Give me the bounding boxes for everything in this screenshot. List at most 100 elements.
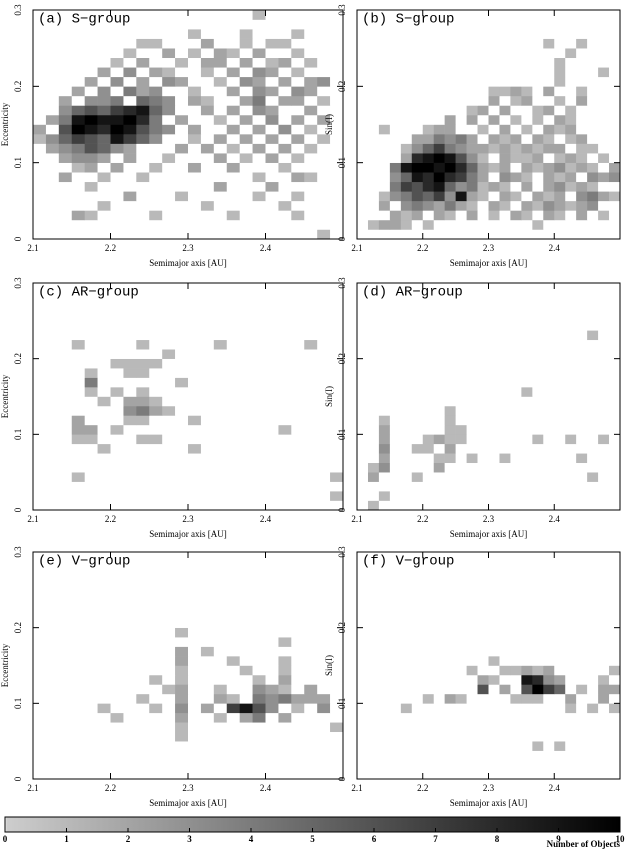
cell: [213, 741, 228, 751]
cell: [455, 349, 467, 359]
cell: [378, 760, 391, 770]
cell: [162, 703, 176, 714]
cell: [543, 750, 555, 761]
cell: [188, 405, 202, 416]
cell: [226, 86, 240, 97]
cell: [609, 86, 621, 97]
cell: [598, 210, 610, 221]
cell: [532, 76, 544, 87]
cell: [510, 162, 522, 173]
cell: [455, 368, 467, 378]
cell: [565, 684, 577, 695]
cell: [162, 283, 176, 293]
cell: [587, 10, 599, 20]
cell: [609, 200, 621, 211]
cell: [477, 703, 489, 714]
cell: [200, 637, 215, 647]
cell: [45, 311, 60, 322]
cell: [304, 86, 318, 97]
cell: [188, 162, 202, 173]
cell: [175, 229, 189, 240]
x-tick-label: 2.3: [483, 514, 495, 524]
cell: [252, 143, 266, 154]
cell: [510, 608, 522, 619]
cell: [499, 741, 511, 751]
cell: [291, 219, 305, 230]
cell: [587, 453, 599, 464]
cell: [213, 57, 228, 68]
cell: [554, 472, 566, 482]
cell: [149, 500, 163, 511]
cell: [587, 114, 599, 125]
cell: [587, 153, 599, 163]
cell: [239, 67, 253, 78]
cell: [71, 580, 85, 591]
cell: [226, 105, 240, 116]
cell: [455, 462, 467, 473]
cell: [149, 396, 163, 407]
cell: [97, 500, 111, 511]
cell: [587, 608, 599, 619]
cell: [422, 29, 435, 39]
cell: [389, 684, 402, 695]
cell: [149, 453, 163, 464]
cell: [576, 637, 588, 647]
cell: [278, 646, 292, 657]
cell: [317, 67, 331, 78]
cell: [188, 481, 202, 492]
cell: [510, 405, 522, 416]
cell: [175, 134, 189, 144]
cell: [330, 162, 344, 173]
cell: [587, 349, 599, 359]
cell: [317, 229, 331, 240]
cell: [45, 646, 60, 657]
cell: [317, 712, 331, 723]
cell: [226, 674, 240, 685]
cell: [330, 434, 344, 445]
cell: [265, 665, 279, 676]
cell: [477, 674, 489, 685]
cell: [149, 48, 163, 59]
cell: [175, 415, 189, 426]
cell: [357, 481, 369, 492]
cell: [330, 684, 344, 695]
cell: [543, 105, 555, 116]
cell: [226, 570, 240, 581]
cell: [304, 134, 318, 144]
cell: [357, 162, 369, 173]
cell: [304, 462, 318, 473]
y-axis-label: Eccentricity: [0, 374, 10, 418]
cell: [162, 741, 176, 751]
cell: [389, 134, 402, 144]
cell: [609, 19, 621, 30]
cell: [400, 283, 413, 293]
cell: [291, 67, 305, 78]
cell: [411, 292, 424, 303]
cell: [554, 387, 566, 397]
cell: [488, 124, 500, 135]
cell: [378, 424, 391, 435]
cell: [58, 191, 73, 202]
cell: [84, 424, 98, 435]
cell: [200, 105, 215, 116]
cell: [291, 105, 305, 116]
cell: [239, 760, 253, 770]
cell: [149, 320, 163, 331]
cell: [598, 665, 610, 676]
cell: [213, 589, 228, 600]
cell: [565, 210, 577, 221]
cell: [265, 415, 279, 426]
cell: [609, 181, 621, 192]
cell: [291, 415, 305, 426]
cell: [252, 570, 266, 581]
cell: [521, 693, 533, 704]
cell: [291, 750, 305, 761]
cell: [521, 684, 533, 695]
cell: [488, 599, 500, 610]
cell: [226, 114, 240, 125]
cell: [477, 750, 489, 761]
y-tick-label: 0: [13, 776, 23, 781]
cell: [188, 674, 202, 685]
cell: [499, 684, 511, 695]
cell: [71, 105, 85, 116]
